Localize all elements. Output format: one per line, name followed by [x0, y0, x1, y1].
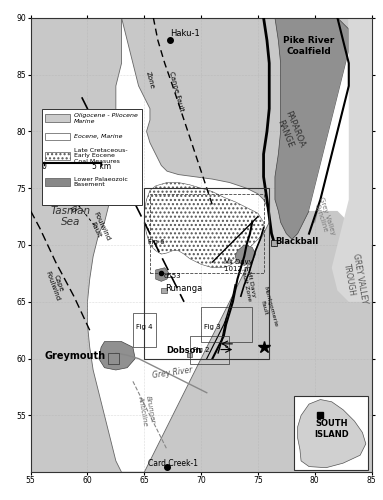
Text: Mt Davy
1012 m: Mt Davy 1012 m	[224, 259, 252, 272]
Bar	[144, 188, 269, 358]
Bar	[108, 353, 119, 364]
Text: 0: 0	[42, 162, 47, 171]
Bar	[187, 353, 192, 358]
Polygon shape	[303, 18, 372, 245]
Text: GREY VALLEY
TROUGH: GREY VALLEY TROUGH	[340, 252, 368, 306]
Polygon shape	[235, 245, 255, 266]
Polygon shape	[275, 18, 349, 240]
Text: EZF-16: EZF-16	[70, 196, 94, 214]
Text: Haku-1: Haku-1	[170, 29, 200, 38]
Bar	[150, 194, 264, 274]
Bar	[190, 336, 229, 364]
Text: Grey River: Grey River	[152, 365, 193, 380]
Text: Canoe Fault: Canoe Fault	[168, 71, 184, 112]
Text: 5 km: 5 km	[92, 162, 111, 171]
Text: Dobson: Dobson	[166, 346, 202, 355]
Text: Zone: Zone	[145, 71, 155, 90]
Text: Brunner
Anticline: Brunner Anticline	[137, 394, 155, 426]
Bar	[294, 396, 368, 470]
Text: Mt Davy
Fault Zone: Mt Davy Fault Zone	[240, 268, 257, 302]
Text: Greymouth: Greymouth	[44, 352, 105, 362]
Text: Fig 3: Fig 3	[205, 324, 221, 330]
Text: Runanga: Runanga	[165, 284, 202, 292]
Text: Montgomerie
Fault: Montgomerie Fault	[256, 286, 278, 329]
Bar	[42, 108, 142, 205]
Bar	[161, 288, 167, 292]
Text: Fig 4: Fig 4	[136, 324, 153, 330]
Polygon shape	[99, 342, 135, 370]
Text: Blackball: Blackball	[275, 237, 318, 246]
Bar	[46, 114, 70, 122]
Text: Tasman
Sea: Tasman Sea	[50, 206, 90, 228]
Polygon shape	[144, 182, 264, 268]
Text: Oligocene - Pliocene
Marine: Oligocene - Pliocene Marine	[74, 113, 138, 124]
Polygon shape	[298, 400, 366, 468]
Text: Fig 2: Fig 2	[193, 346, 210, 352]
Text: PAPAROA
RANGE: PAPAROA RANGE	[273, 110, 306, 153]
Text: Grey Valley
Syncline: Grey Valley Syncline	[311, 196, 336, 237]
Text: d553: d553	[164, 272, 181, 278]
Text: Pike River
Coalfield: Pike River Coalfield	[283, 36, 335, 56]
Bar	[201, 308, 252, 342]
Text: Cape
Foulwind: Cape Foulwind	[44, 268, 67, 302]
Text: Late Cretaceous-
Early Eocene
Coal Measures: Late Cretaceous- Early Eocene Coal Measu…	[74, 148, 128, 164]
Text: Lower Palaeozoic
Basement: Lower Palaeozoic Basement	[74, 176, 128, 188]
Bar	[46, 132, 70, 140]
Text: Eocene, Marine: Eocene, Marine	[74, 134, 122, 139]
Text: Card Creek-1: Card Creek-1	[148, 458, 198, 468]
Polygon shape	[155, 268, 169, 281]
Polygon shape	[332, 18, 372, 302]
Bar	[46, 152, 70, 160]
Text: SOUTH
ISLAND: SOUTH ISLAND	[314, 420, 349, 439]
Text: Fig 6: Fig 6	[148, 238, 164, 244]
Text: Foulwind
Fault: Foulwind Fault	[86, 211, 111, 245]
Bar	[46, 178, 70, 186]
Bar	[133, 313, 155, 348]
Polygon shape	[87, 18, 269, 472]
